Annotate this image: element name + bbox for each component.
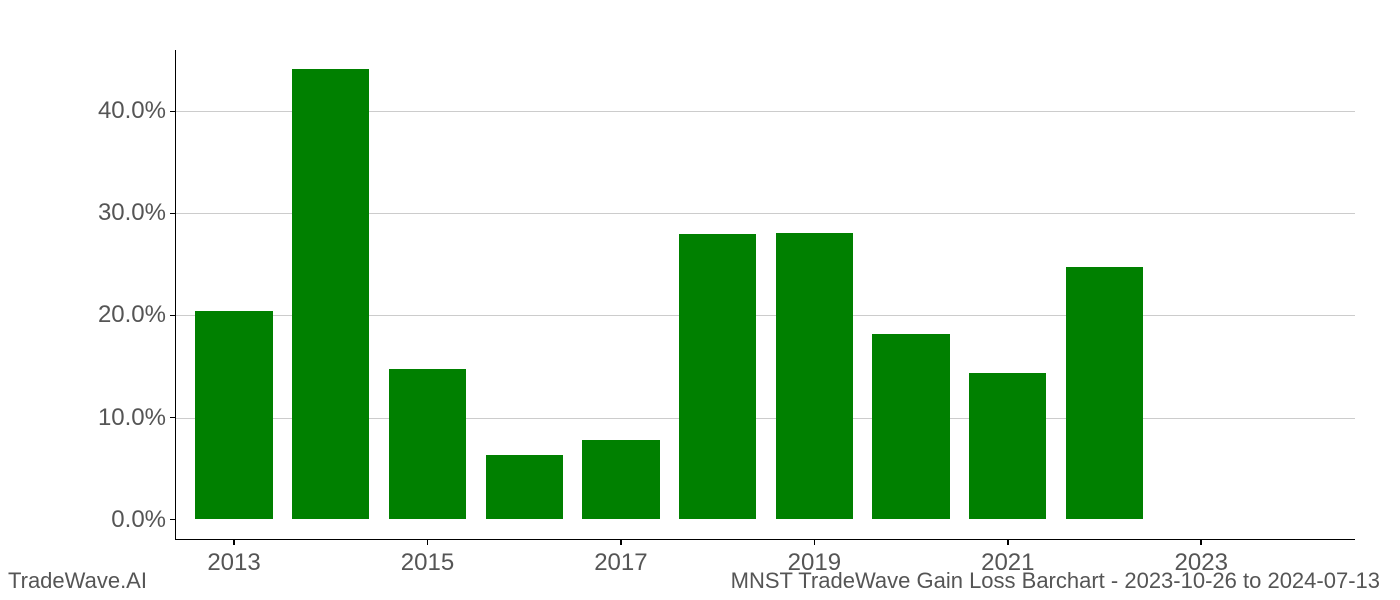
x-tick-mark <box>233 539 235 545</box>
footer-brand: TradeWave.AI <box>8 568 147 594</box>
bar <box>776 233 853 519</box>
y-tick-mark <box>170 417 176 419</box>
x-tick-mark <box>1200 539 1202 545</box>
bar <box>679 234 756 519</box>
bar <box>486 455 563 518</box>
bar <box>292 69 369 518</box>
y-tick-mark <box>170 315 176 317</box>
x-tick-mark <box>1007 539 1009 545</box>
y-tick-mark <box>170 519 176 521</box>
chart-container: 0.0%10.0%20.0%30.0%40.0%2013201520172019… <box>175 50 1355 540</box>
x-tick-mark <box>427 539 429 545</box>
y-tick-label: 20.0% <box>98 301 176 329</box>
bar <box>872 334 949 519</box>
footer-caption: MNST TradeWave Gain Loss Barchart - 2023… <box>731 568 1380 594</box>
bar <box>1066 267 1143 518</box>
bar <box>969 373 1046 519</box>
bar <box>195 311 272 518</box>
x-tick-mark <box>620 539 622 545</box>
y-tick-label: 10.0% <box>98 404 176 432</box>
x-tick-mark <box>814 539 816 545</box>
y-tick-label: 0.0% <box>111 506 176 534</box>
y-tick-label: 30.0% <box>98 199 176 227</box>
y-tick-mark <box>170 213 176 215</box>
bar <box>582 440 659 519</box>
y-tick-label: 40.0% <box>98 97 176 125</box>
bar <box>389 369 466 519</box>
plot-area: 0.0%10.0%20.0%30.0%40.0%2013201520172019… <box>175 50 1355 540</box>
y-tick-mark <box>170 111 176 113</box>
